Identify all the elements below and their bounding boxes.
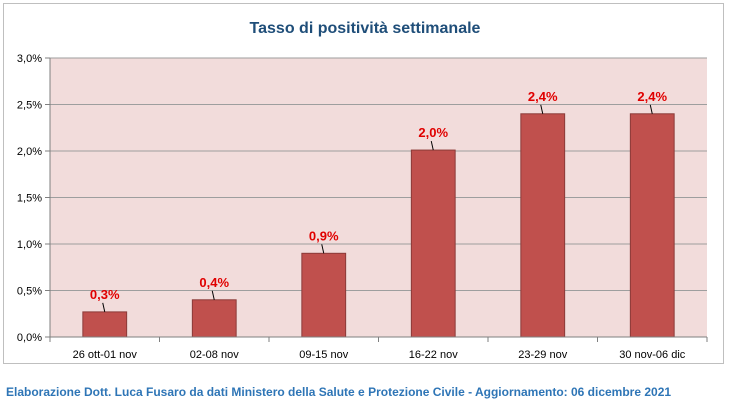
x-category-label: 30 nov-06 dic bbox=[619, 349, 686, 361]
bar bbox=[191, 299, 237, 338]
x-axis-categories: 26 ott-01 nov 02-08 nov 09-15 nov 16-22 nov… bbox=[73, 349, 686, 361]
y-axis-ticks: 0,0% 0,5% 1,0% 1,5% 2,0% 2,5% 3,0% bbox=[17, 53, 50, 344]
data-label: 2,4% bbox=[637, 89, 667, 104]
chart-title: Tasso di positività settimanale bbox=[249, 20, 481, 37]
y-tick-label: 1,0% bbox=[17, 239, 42, 251]
label-leaders bbox=[102, 104, 653, 312]
label-leader bbox=[540, 104, 544, 114]
bar bbox=[629, 113, 675, 338]
bar bbox=[82, 311, 128, 338]
label-leader bbox=[211, 290, 215, 300]
data-label: 2,0% bbox=[418, 125, 448, 140]
data-label: 0,4% bbox=[199, 275, 229, 290]
bars bbox=[82, 113, 675, 338]
y-tick-label: 1,5% bbox=[17, 193, 42, 205]
y-tick-label: 2,5% bbox=[17, 100, 42, 112]
data-label: 0,3% bbox=[90, 287, 120, 302]
y-tick-label: 2,0% bbox=[17, 146, 42, 158]
data-label: 0,9% bbox=[309, 228, 339, 243]
gridlines bbox=[50, 57, 707, 338]
data-labels: 0,3% 0,4% 0,9% 2,0% 2,4% 2,4% bbox=[90, 89, 668, 302]
label-leader bbox=[102, 302, 106, 312]
x-category-label: 09-15 nov bbox=[299, 349, 348, 361]
x-category-label: 23-29 nov bbox=[518, 349, 567, 361]
label-leader bbox=[321, 244, 325, 254]
label-leader bbox=[649, 104, 653, 114]
x-category-label: 26 ott-01 nov bbox=[73, 349, 138, 361]
data-label: 2,4% bbox=[528, 89, 558, 104]
label-leader bbox=[430, 140, 434, 151]
x-category-label: 16-22 nov bbox=[409, 349, 458, 361]
footer-note: Elaborazione Dott. Luca Fusaro da dati M… bbox=[6, 385, 672, 399]
x-category-label: 02-08 nov bbox=[190, 349, 239, 361]
y-tick-label: 0,5% bbox=[17, 286, 42, 298]
bar bbox=[520, 113, 566, 338]
axes bbox=[49, 58, 708, 342]
y-tick-label: 3,0% bbox=[17, 53, 42, 65]
bar bbox=[410, 149, 456, 338]
bar bbox=[301, 252, 347, 338]
y-tick-label: 0,0% bbox=[17, 332, 42, 344]
